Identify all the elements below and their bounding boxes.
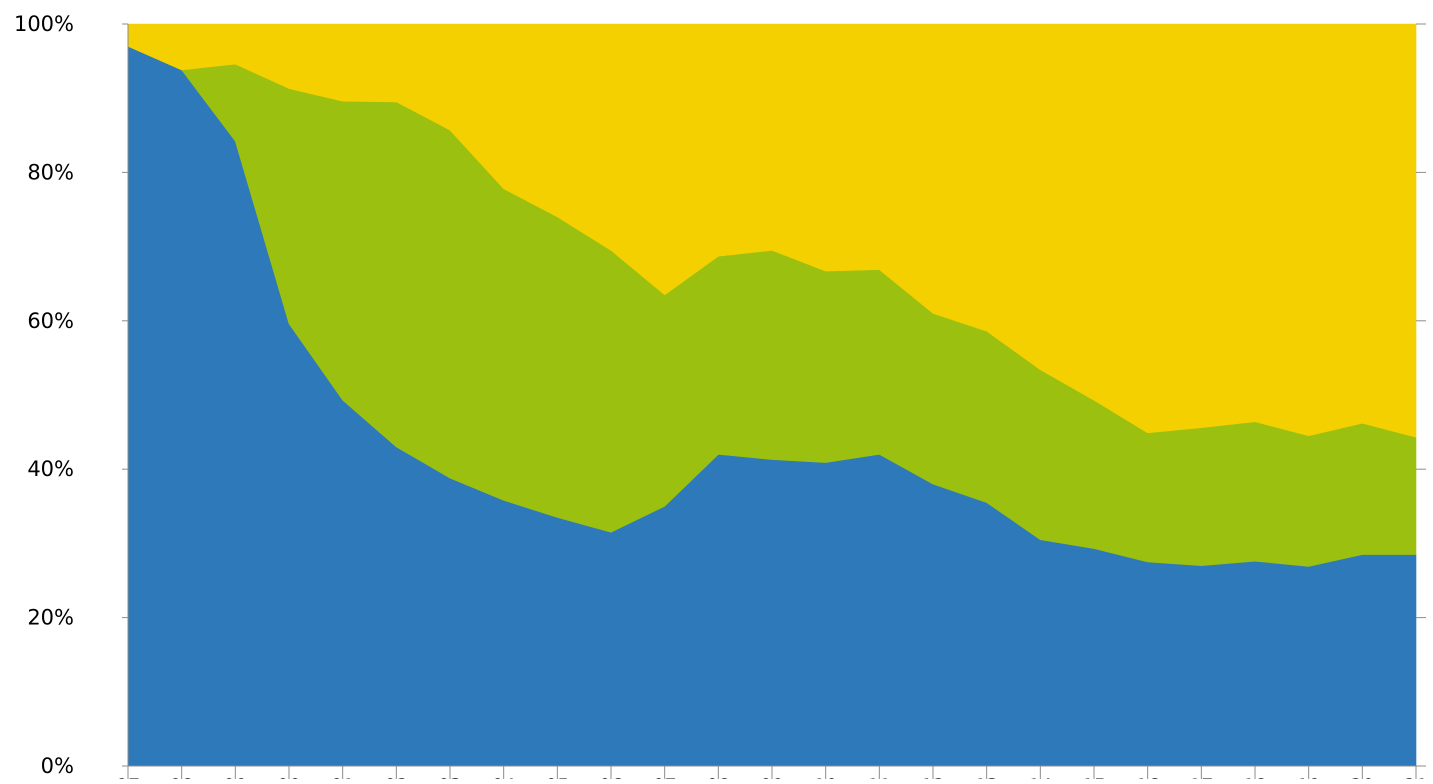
x-tick-label: 17 <box>1189 775 1213 779</box>
x-tick-label: 16 <box>1136 775 1160 779</box>
x-tick-label: 11 <box>867 775 891 779</box>
x-tick-label: 21 <box>1404 775 1428 779</box>
x-tick-label: 15 <box>1082 775 1106 779</box>
x-tick-label: 18 <box>1243 775 1267 779</box>
y-tick-label: 20% <box>27 606 74 630</box>
series-area-3 <box>127 23 1417 438</box>
x-tick-label: 08 <box>706 775 730 779</box>
x-tick-label: 00 <box>277 775 301 779</box>
y-tick-label: 100% <box>14 12 74 36</box>
x-tick-label: 05 <box>545 775 569 779</box>
x-tick-label: 03 <box>438 775 462 779</box>
x-tick-label: 99 <box>223 775 247 779</box>
x-tick-label: 97 <box>116 775 140 779</box>
x-tick-label: 01 <box>331 775 355 779</box>
y-tick-label: 0% <box>41 754 74 778</box>
x-tick-label: 04 <box>492 775 516 779</box>
x-tick-label: 13 <box>975 775 999 779</box>
x-tick-label: 02 <box>384 775 408 779</box>
x-tick-label: 98 <box>170 775 194 779</box>
x-tick-label: 19 <box>1297 775 1321 779</box>
x-tick-label: 14 <box>1028 775 1052 779</box>
x-tick-label: 07 <box>653 775 677 779</box>
y-tick-label: 80% <box>27 160 74 184</box>
x-axis-ticks: 97 98 99 00 01 02 03 04 05 06 07 08 09 10 11 12 13 14 15 16… <box>116 766 1428 784</box>
y-axis-ticks: 0% 20% 40% 60% 80% 100% <box>14 12 1426 778</box>
x-tick-label: 12 <box>921 775 945 779</box>
x-tick-label: 06 <box>599 775 623 779</box>
y-tick-label: 40% <box>27 457 74 481</box>
x-tick-label: 10 <box>814 775 838 779</box>
series-areas <box>127 23 1417 767</box>
y-tick-label: 60% <box>27 309 74 333</box>
x-tick-label: 09 <box>760 775 784 779</box>
x-tick-label: 20 <box>1350 775 1374 779</box>
